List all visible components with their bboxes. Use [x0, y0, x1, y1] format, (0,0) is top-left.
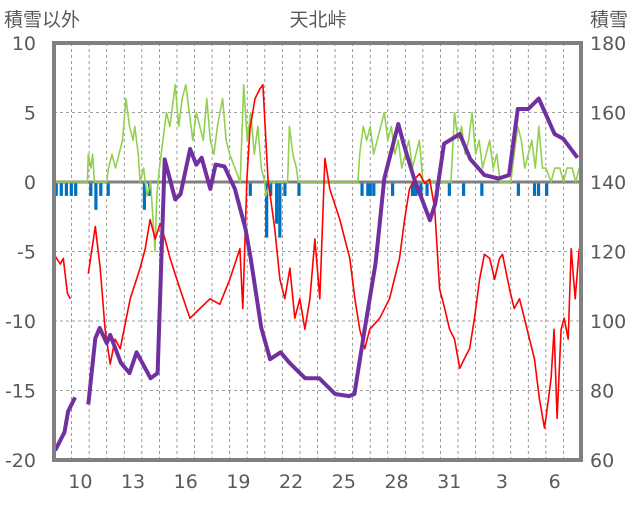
right-tick-label: 160: [590, 103, 626, 125]
blue-bar: [366, 182, 370, 196]
blue-bar: [368, 182, 372, 196]
x-tick-label: 25: [332, 471, 356, 493]
green-line: [54, 83, 582, 253]
right-tick-label: 180: [590, 33, 626, 55]
blue-bar: [64, 182, 68, 196]
blue-bar: [269, 182, 273, 196]
x-tick-label: 19: [226, 471, 250, 493]
blue-bar: [360, 182, 364, 196]
blue-bar: [59, 182, 63, 196]
blue-bar: [461, 182, 466, 196]
blue-bar: [410, 182, 415, 196]
blue-bar: [545, 182, 549, 196]
blue-bar: [372, 182, 376, 196]
blue-bar: [54, 182, 58, 196]
right-tick-label: 100: [590, 311, 626, 333]
left-tick-label: 0: [24, 172, 36, 194]
blue-bar: [248, 182, 252, 196]
blue-bar: [89, 182, 93, 196]
blue-bar: [69, 182, 73, 196]
x-tick-label: 31: [437, 471, 461, 493]
gridlines: [54, 43, 581, 460]
left-axis-label: 積雪以外: [4, 9, 80, 31]
blue-bars: [54, 182, 549, 238]
left-tick-label: 10: [12, 33, 36, 55]
series-lines: [53, 83, 582, 452]
blue-bar: [391, 182, 395, 196]
blue-bar: [94, 182, 98, 210]
x-tick-label: 6: [549, 471, 561, 493]
blue-bar: [265, 182, 269, 238]
left-tick-label: -15: [5, 381, 36, 403]
blue-bar: [536, 182, 541, 196]
purple-snow-depth: [53, 96, 580, 452]
x-tick-label: 22: [279, 471, 303, 493]
blue-bar: [425, 182, 429, 196]
blue-bar: [275, 182, 279, 224]
plot-frame: [52, 41, 583, 462]
blue-bar: [99, 182, 103, 196]
left-tick-label: -20: [5, 450, 36, 472]
left-tick-label: -5: [17, 242, 36, 264]
left-axis-ticks: 10 5 0 -5 -10 -15 -20: [5, 33, 36, 472]
blue-bar: [297, 182, 301, 196]
right-axis-label: 積雪: [590, 9, 628, 31]
red-line: [53, 83, 580, 429]
blue-bar: [74, 182, 78, 196]
blue-bar: [106, 182, 110, 196]
right-tick-label: 120: [590, 242, 626, 264]
blue-bar: [480, 182, 484, 196]
blue-bar: [142, 182, 146, 210]
x-tick-label: 13: [121, 471, 145, 493]
blue-bar: [532, 182, 537, 196]
right-tick-label: 80: [590, 381, 614, 403]
blue-bar: [516, 182, 520, 196]
x-axis-ticks: 10 13 16 19 22 25 28 31 3 6: [68, 471, 560, 493]
chart-title: 天北峠: [289, 9, 346, 31]
x-tick-label: 3: [496, 471, 508, 493]
x-tick-label: 16: [174, 471, 198, 493]
blue-bar: [283, 182, 287, 196]
left-tick-label: 5: [24, 103, 36, 125]
right-axis-ticks: 180 160 140 120 100 80 60: [590, 33, 626, 472]
blue-bar: [447, 182, 451, 196]
x-tick-label: 10: [68, 471, 92, 493]
x-tick-label: 28: [384, 471, 408, 493]
right-tick-label: 140: [590, 172, 626, 194]
plot-border: [52, 41, 583, 462]
right-tick-label: 60: [590, 450, 614, 472]
blue-bar: [278, 182, 282, 238]
blue-bar: [419, 182, 423, 196]
blue-bar: [412, 182, 416, 196]
left-tick-label: -10: [5, 311, 36, 333]
